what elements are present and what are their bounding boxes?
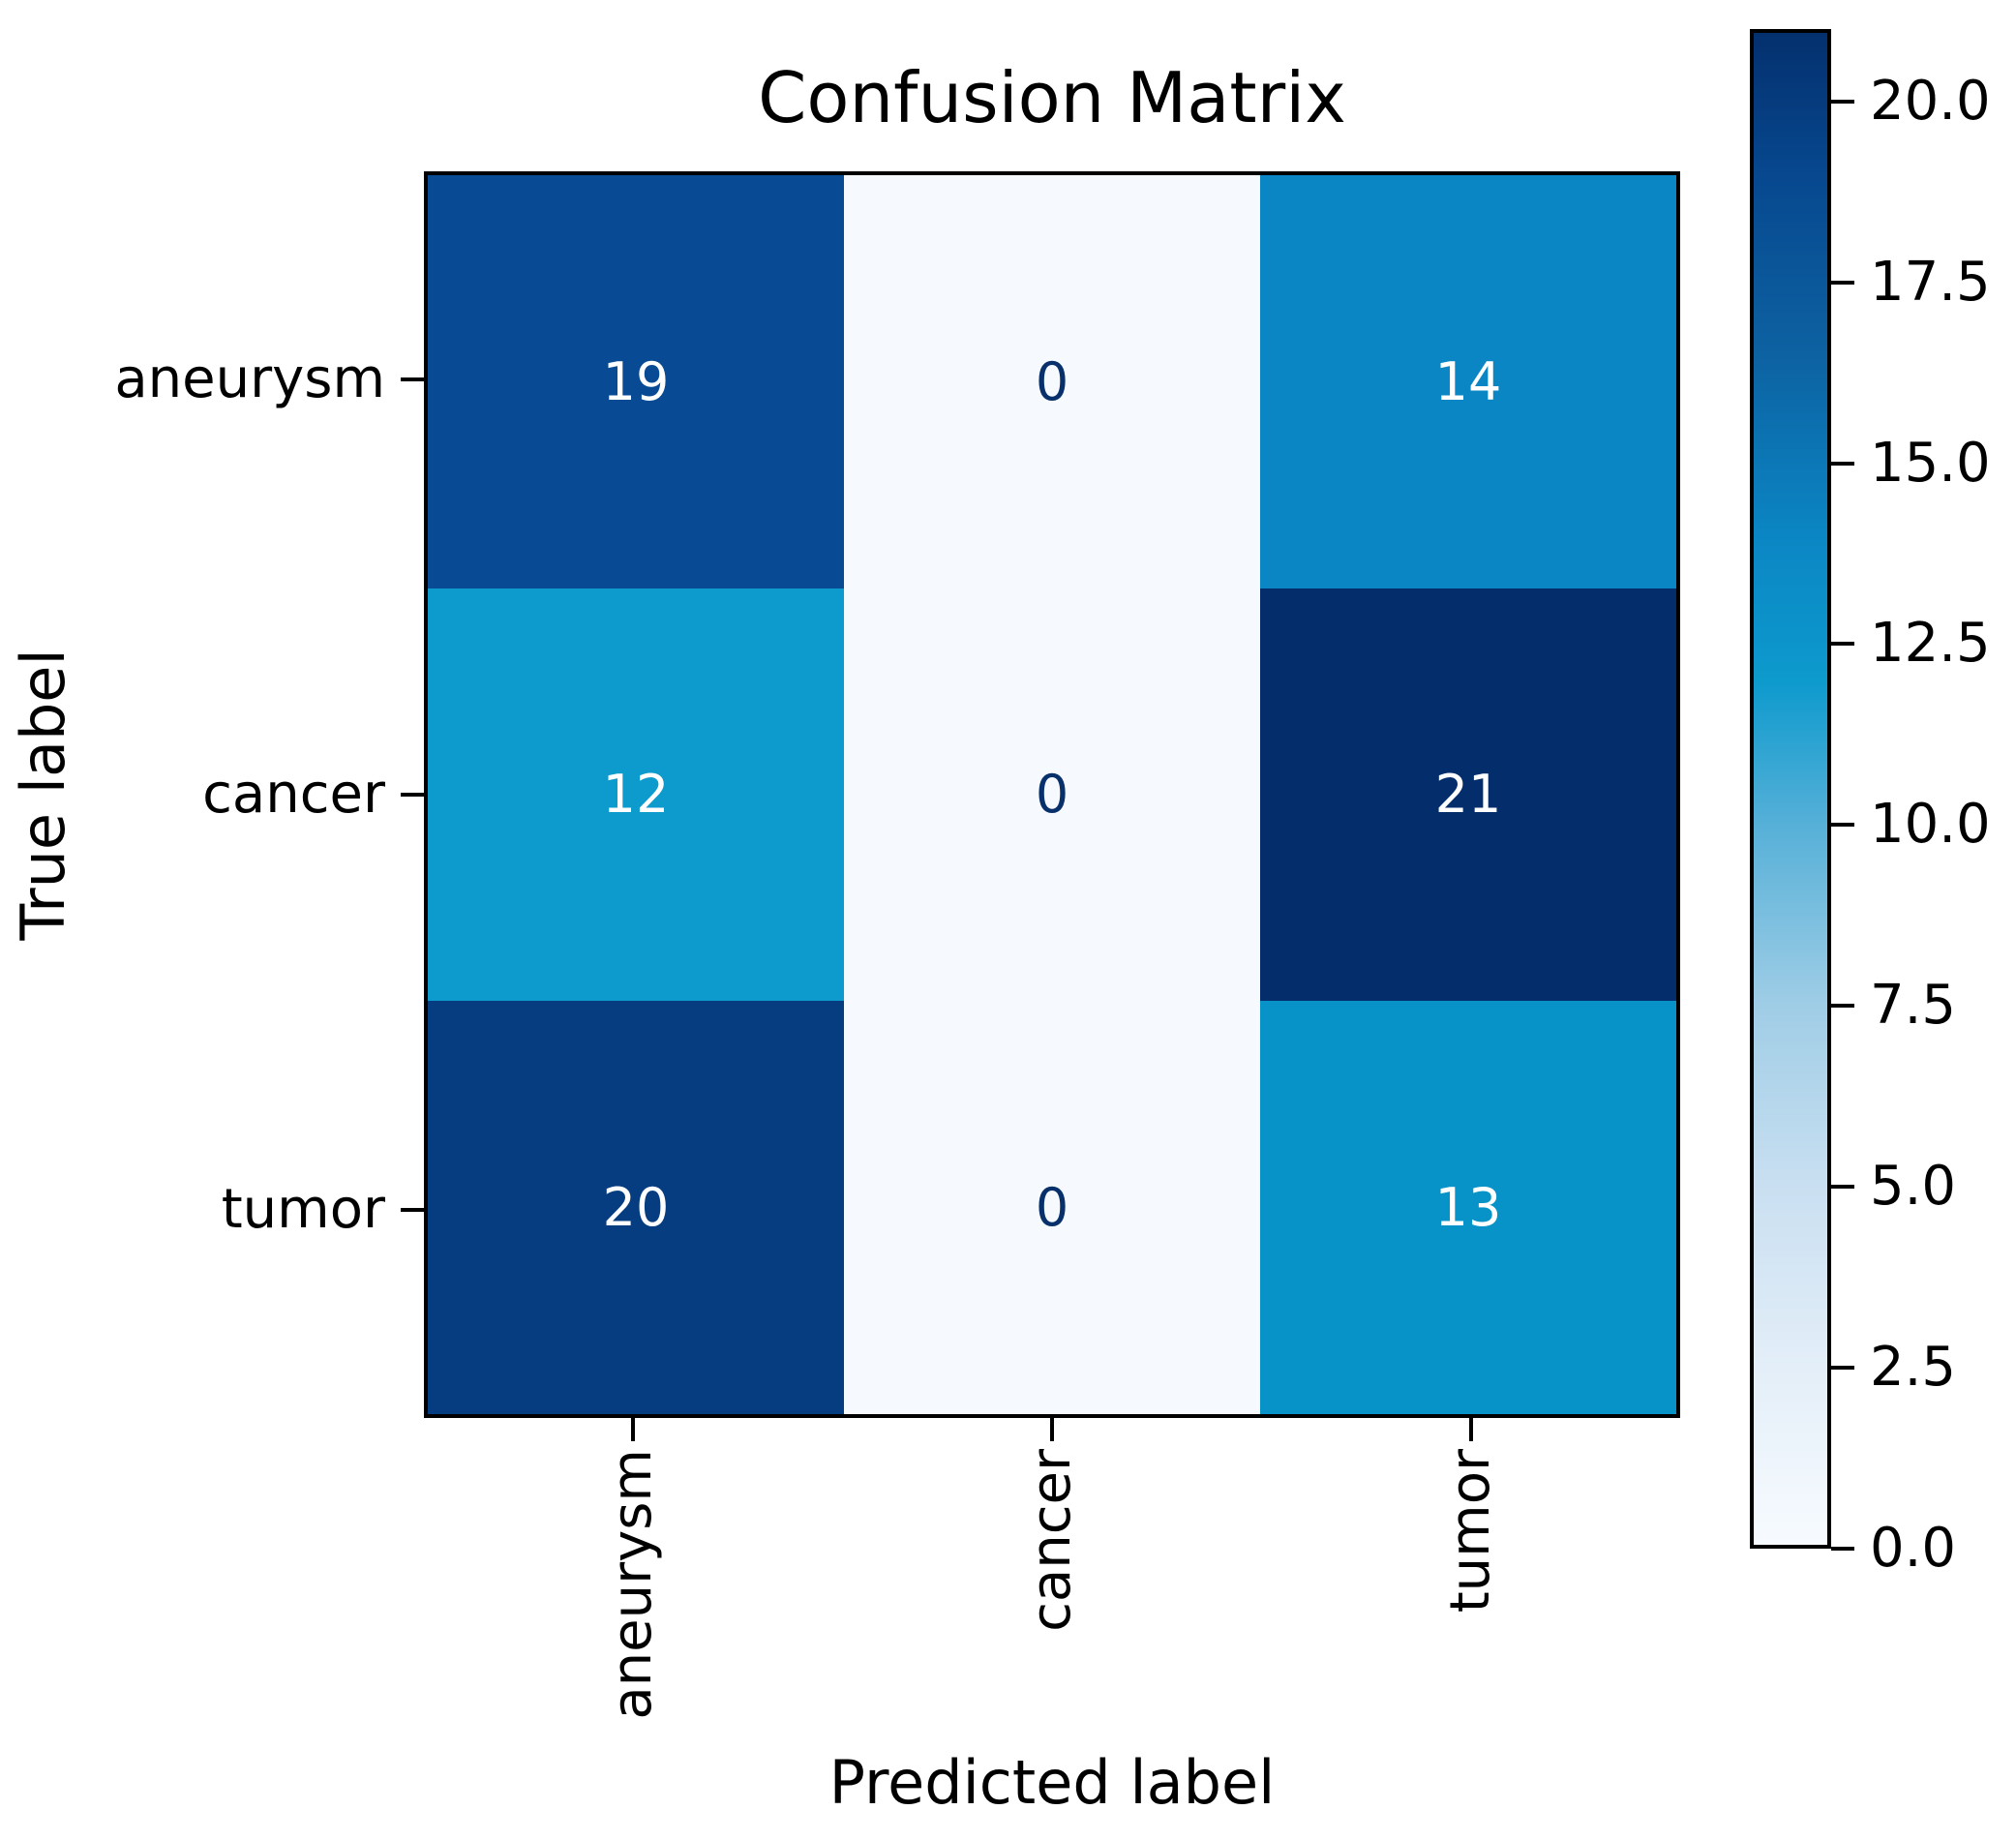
matrix-cell-value: 19 xyxy=(602,350,670,412)
y-tick-label: cancer xyxy=(202,763,385,826)
matrix-cell: 20 xyxy=(428,1001,844,1414)
colorbar-tick-mark xyxy=(1831,1547,1854,1551)
y-axis-ticks: aneurysm cancer tumor xyxy=(0,171,424,1418)
y-tick-mark xyxy=(401,377,424,381)
y-tick-mark xyxy=(401,793,424,797)
matrix-cell-value: 20 xyxy=(602,1177,670,1239)
colorbar-tick-mark xyxy=(1831,1004,1854,1009)
matrix-cell-value: 13 xyxy=(1434,1177,1502,1239)
matrix-cell: 19 xyxy=(428,175,844,588)
y-tick-mark xyxy=(401,1208,424,1213)
matrix-cell-value: 12 xyxy=(602,764,670,826)
x-tick-mark xyxy=(1468,1418,1473,1441)
matrix-cell: 21 xyxy=(1260,588,1676,1002)
colorbar-tick-label: 2.5 xyxy=(1870,1336,1957,1400)
colorbar-tick-label: 7.5 xyxy=(1870,974,1957,1038)
colorbar-tick-label: 20.0 xyxy=(1870,69,1991,133)
matrix-cell-value: 0 xyxy=(1035,764,1069,826)
colorbar-tick-mark xyxy=(1831,99,1854,104)
chart-title: Confusion Matrix xyxy=(758,57,1346,138)
matrix-cell: 0 xyxy=(844,588,1260,1002)
x-tick-label: cancer xyxy=(1020,1449,1083,1632)
colorbar-tick-label: 12.5 xyxy=(1870,612,1991,676)
colorbar-tick-label: 0.0 xyxy=(1870,1517,1957,1580)
matrix-cell: 13 xyxy=(1260,1001,1676,1414)
colorbar-tick-mark xyxy=(1831,461,1854,466)
matrix-cell: 0 xyxy=(844,175,1260,588)
x-axis-ticks: aneurysm cancer tumor xyxy=(424,1418,1680,1840)
x-tick-mark xyxy=(1050,1418,1054,1441)
x-tick-label: tumor xyxy=(1438,1449,1502,1614)
colorbar-tick-label: 17.5 xyxy=(1870,250,1991,314)
colorbar-tick-label: 15.0 xyxy=(1870,431,1991,495)
y-tick-label: tumor xyxy=(221,1178,385,1242)
matrix-cell: 12 xyxy=(428,588,844,1002)
colorbar-tick-label: 5.0 xyxy=(1870,1155,1957,1219)
colorbar-tick-mark xyxy=(1831,1185,1854,1190)
x-tick-label: aneurysm xyxy=(601,1449,665,1720)
x-tick-mark xyxy=(631,1418,636,1441)
x-axis-label: Predicted label xyxy=(828,1747,1276,1818)
matrix-cell-value: 0 xyxy=(1035,350,1069,412)
colorbar-ticks: 20.0 17.5 15.0 12.5 10.0 7.5 5.0 2.5 0.0 xyxy=(1831,29,2016,1576)
colorbar xyxy=(1750,29,1831,1549)
colorbar-tick-mark xyxy=(1831,1366,1854,1371)
matrix-cell-value: 21 xyxy=(1434,764,1502,826)
colorbar-tick-mark xyxy=(1831,280,1854,285)
matrix-cell-value: 0 xyxy=(1035,1177,1069,1239)
colorbar-tick-label: 10.0 xyxy=(1870,793,1991,857)
matrix-cell-value: 14 xyxy=(1434,350,1502,412)
colorbar-tick-mark xyxy=(1831,823,1854,828)
matrix-cell: 14 xyxy=(1260,175,1676,588)
heatmap-grid: 19 0 14 12 0 21 20 0 13 xyxy=(424,171,1680,1418)
y-tick-label: aneurysm xyxy=(114,347,385,410)
colorbar-tick-mark xyxy=(1831,642,1854,647)
matrix-cell: 0 xyxy=(844,1001,1260,1414)
y-axis-label: True label xyxy=(8,649,78,941)
